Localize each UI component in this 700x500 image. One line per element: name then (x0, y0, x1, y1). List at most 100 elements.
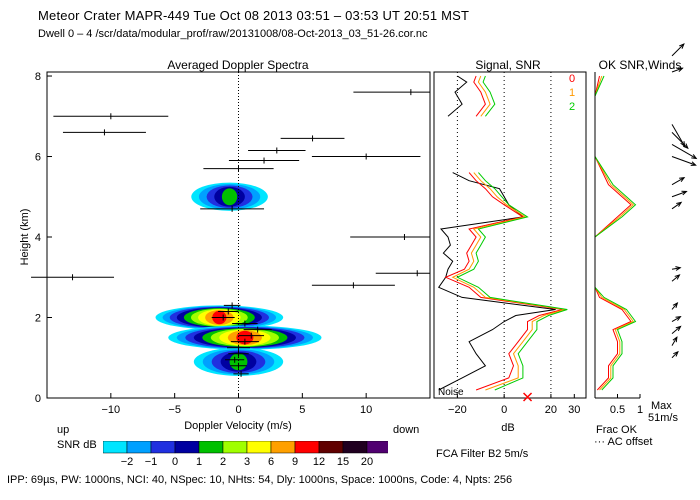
velocity-axis-label: Doppler Velocity (m/s) (184, 420, 292, 432)
colorbar-cell-11 (366, 441, 388, 454)
wind-vector-head-12 (675, 315, 682, 321)
header-title: Meteor Crater MAPR-449 Tue Oct 08 2013 0… (38, 8, 470, 23)
wind-vector-11 (671, 302, 678, 310)
snr-x-tick-label-1: 0 (501, 404, 507, 416)
wind-vector-head-2 (680, 141, 686, 148)
colorbar-tick-7: 9 (292, 456, 298, 468)
colorbar-tick-6: 6 (268, 456, 274, 468)
max-value: 51m/s (648, 412, 678, 424)
y-tick-label-0: 0 (35, 393, 41, 405)
filter-label: FCA Filter B2 5m/s (436, 448, 529, 460)
colorbar-cell-5 (222, 441, 248, 454)
ok-snr-winds-panel: OK SNR,Winds 0.5 1 Frac OK ··· AC offset … (594, 43, 698, 448)
colorbar-tick-10: 20 (361, 456, 373, 468)
wind-vector-head-1 (677, 67, 684, 72)
wind-vector-9 (671, 267, 681, 270)
frac-ok-green (594, 75, 637, 391)
signal-snr-panel: Signal, SNR 0 1 2 −20 0 20 30 Noise dB (433, 58, 587, 434)
snr-series-2 (456, 75, 568, 391)
wind-vector-head-5 (690, 161, 697, 166)
colorbar-cell-2 (150, 441, 176, 454)
wind-vector-3 (671, 132, 689, 149)
y-tick-label-1: 2 (35, 313, 41, 325)
snr-axes: −20 0 20 30 (448, 392, 580, 416)
x-tick-label-2: 0 (235, 404, 241, 416)
heat-core-2-level-8 (236, 330, 254, 345)
y-tick-label-3: 6 (35, 152, 41, 164)
wind-vector-0 (671, 43, 685, 57)
x-tick-label-0: −10 (101, 404, 120, 416)
colorbar-cell-6 (246, 441, 272, 454)
wind-vector-5 (671, 156, 696, 166)
snr-frame (433, 71, 587, 399)
colorbar-cell-10 (342, 441, 368, 454)
colorbar-tick-2: 0 (172, 456, 178, 468)
snr-x-tick-label-3: 30 (568, 404, 580, 416)
snr-series-1 (451, 75, 566, 391)
wind-vector-8 (671, 202, 682, 210)
wind-vectors (671, 43, 698, 359)
x-tick-label-4: 10 (360, 404, 372, 416)
colorbar-cell-3 (174, 441, 200, 454)
snr-colorbar: −2 −1 0 1 2 3 6 9 12 15 20 (103, 441, 388, 468)
snr-legend-1: 1 (569, 87, 575, 99)
wind-vector-head-15 (673, 350, 679, 357)
noise-label: Noise (438, 387, 464, 398)
wind-vector-head-8 (676, 201, 683, 207)
doppler-title: Averaged Doppler Spectra (167, 58, 309, 72)
winds-x-tick-label-1: 1 (637, 404, 643, 416)
wind-vector-6 (671, 177, 685, 186)
colorbar-tick-1: −1 (145, 456, 158, 468)
colorbar-tick-5: 3 (244, 456, 250, 468)
snr-series (437, 75, 568, 391)
snr-legend-0: 0 (569, 73, 575, 85)
snr-gridlines (456, 72, 552, 398)
colorbar-cell-4 (198, 441, 224, 454)
frac-ok-label: Frac OK (596, 424, 638, 436)
colorbar-tick-4: 2 (220, 456, 226, 468)
snr-title: Signal, SNR (475, 58, 541, 72)
wind-vector-head-9 (675, 266, 682, 271)
colorbar-tick-3: 1 (196, 456, 202, 468)
colorbar-cell-1 (126, 441, 152, 454)
winds-axes: 0.5 1 (610, 394, 643, 416)
header-dwell: Dwell 0 – 4 /scr/data/modular_prof/raw/2… (38, 28, 428, 40)
wind-vector-10 (671, 274, 680, 282)
y-tick-label-2: 4 (35, 232, 41, 244)
colorbar-cell-8 (294, 441, 320, 454)
wind-vector-head-13 (675, 325, 682, 332)
noise-marker (523, 392, 533, 402)
wind-vector-head-10 (674, 274, 681, 280)
wind-vector-head-6 (679, 177, 686, 182)
wind-vector-head-0 (679, 43, 685, 49)
colorbar-tick-8: 12 (313, 456, 325, 468)
wind-vector-12 (671, 316, 681, 322)
x-tick-label-3: 5 (299, 404, 305, 416)
colorbar-cell-7 (270, 441, 296, 454)
ac-offset-label: ··· AC offset (594, 436, 652, 448)
wind-vector-15 (671, 351, 679, 359)
wind-vector-1 (671, 67, 683, 73)
snr-x-tick-label-0: −20 (448, 404, 467, 416)
wind-vector-head-3 (683, 143, 689, 150)
frac-ok-series (594, 75, 637, 391)
heat-core-0-level-4 (221, 188, 238, 206)
wind-vector-head-11 (672, 302, 679, 308)
colorbar-cell-0 (103, 441, 128, 454)
wind-vector-head-4 (691, 154, 698, 160)
snr-legend: 0 1 2 (569, 73, 575, 113)
snr-series-0 (444, 75, 563, 391)
error-bars (31, 89, 430, 377)
colorbar-tick-9: 15 (337, 456, 349, 468)
snr-legend-2: 2 (569, 101, 575, 113)
down-label: down (393, 424, 419, 436)
wind-vector-14 (671, 336, 678, 346)
colorbar-cells: −2 −1 0 1 2 3 6 9 12 15 20 (103, 441, 388, 468)
doppler-spectra-panel: Averaged Doppler Spectra −10 −5 0 5 1002468 … (19, 58, 431, 436)
wind-vector-13 (671, 326, 681, 334)
wind-vector-7 (671, 191, 687, 198)
doppler-axes: −10 −5 0 5 10 0 2 4 6 8 (35, 71, 372, 416)
up-label: up (57, 424, 69, 436)
max-label: Max (651, 400, 672, 412)
